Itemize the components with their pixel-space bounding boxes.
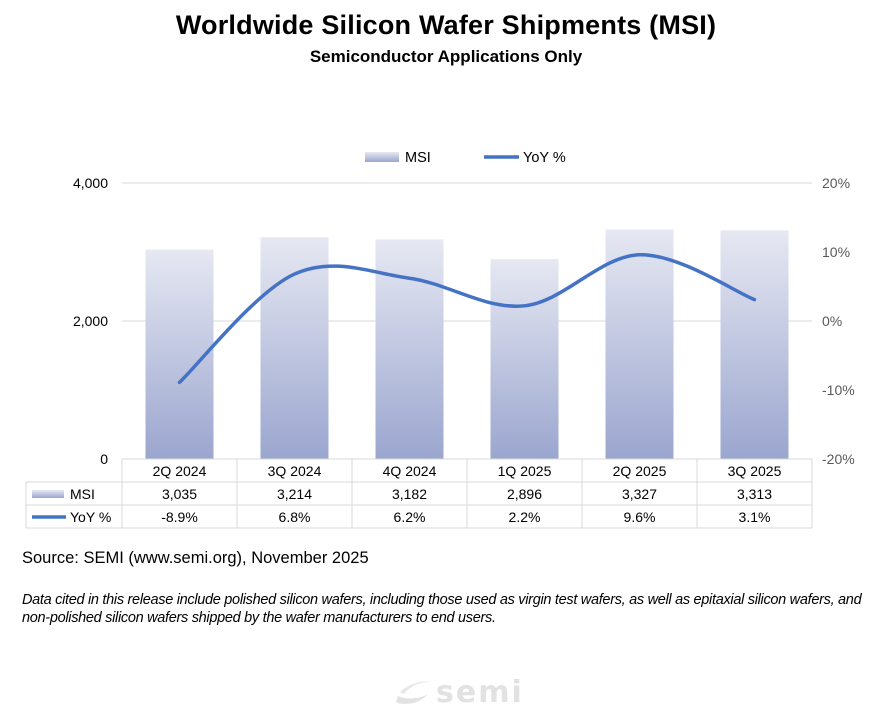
- y-left-tick-label: 2,000: [73, 313, 108, 329]
- y-right-tick-label: -10%: [822, 382, 855, 398]
- table-cell-yoy: 2.2%: [509, 509, 541, 525]
- table-cell-yoy: 3.1%: [739, 509, 771, 525]
- table-row-label-yoy: YoY %: [70, 509, 111, 525]
- y-left-tick-label: 4,000: [73, 175, 108, 191]
- y-right-tick-label: 20%: [822, 175, 850, 191]
- table-cell-yoy: 6.8%: [279, 509, 311, 525]
- table-cell-msi: 2,896: [507, 486, 542, 502]
- x-tick-label: 4Q 2024: [383, 463, 437, 479]
- x-tick-label: 2Q 2025: [613, 463, 667, 479]
- y-right-tick-label: -20%: [822, 451, 855, 467]
- x-tick-label: 1Q 2025: [498, 463, 552, 479]
- legend-label-yoy: YoY %: [523, 150, 566, 166]
- bar-msi: [491, 259, 559, 459]
- table-cell-msi: 3,182: [392, 486, 427, 502]
- chart-svg: 0 2,000 4,000 -20% -10% 0% 10% 20% MSI YoY % 2Q 20…: [0, 0, 892, 540]
- bar-msi: [261, 237, 329, 459]
- table-cell-yoy: -8.9%: [161, 509, 198, 525]
- table-cell-msi: 3,214: [277, 486, 312, 502]
- table-cell-msi: 3,313: [737, 486, 772, 502]
- table-row-label-msi: MSI: [70, 486, 95, 502]
- semi-logo-word: semi: [436, 675, 524, 710]
- footnote-text: Data cited in this release include polis…: [22, 591, 882, 627]
- semi-logo-icon: [390, 672, 434, 712]
- legend-swatch-msi: [365, 152, 399, 162]
- table-cell-yoy: 9.6%: [624, 509, 656, 525]
- semi-logo: semi: [390, 672, 540, 712]
- legend-label-msi: MSI: [405, 150, 431, 166]
- bar-msi: [606, 229, 674, 459]
- y-right-tick-label: 0%: [822, 313, 842, 329]
- table-cell-yoy: 6.2%: [394, 509, 426, 525]
- x-tick-label: 3Q 2024: [268, 463, 322, 479]
- source-text: Source: SEMI (www.semi.org), November 20…: [22, 549, 369, 568]
- x-tick-label: 2Q 2024: [153, 463, 207, 479]
- table-cell-msi: 3,035: [162, 486, 197, 502]
- table-legend-msi: [32, 490, 64, 498]
- table-cell-msi: 3,327: [622, 486, 657, 502]
- bar-msi: [721, 230, 789, 459]
- x-tick-label: 3Q 2025: [728, 463, 782, 479]
- y-left-tick-label: 0: [100, 451, 108, 467]
- y-right-tick-label: 10%: [822, 244, 850, 260]
